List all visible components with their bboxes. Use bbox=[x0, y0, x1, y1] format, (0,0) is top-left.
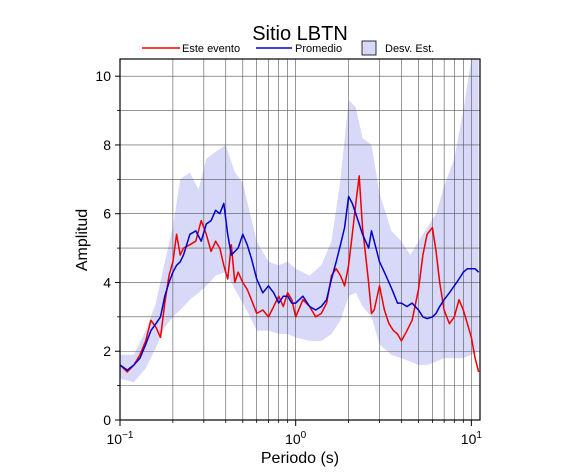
legend-label-este-evento: Este evento bbox=[182, 43, 240, 55]
y-tick-label: 8 bbox=[103, 137, 111, 153]
plot-frame bbox=[119, 58, 481, 421]
y-tick-label: 2 bbox=[103, 343, 111, 359]
x-axis-label: Periodo (s) bbox=[261, 450, 339, 467]
y-tick-label: 4 bbox=[103, 274, 111, 290]
std-dev-band bbox=[120, 59, 479, 383]
y-tick-label: 10 bbox=[95, 68, 111, 84]
legend: Este evento Promedio Desv. Est. bbox=[142, 40, 434, 56]
legend-label-desv-est: Desv. Est. bbox=[385, 43, 434, 55]
legend-swatch-desv-est bbox=[361, 40, 377, 56]
y-axis-label: Amplitud bbox=[74, 209, 91, 271]
chart-title: Sitio LBTN bbox=[252, 23, 348, 45]
y-tick-label: 0 bbox=[103, 412, 111, 428]
x-tick-label: 10−1 bbox=[107, 430, 134, 447]
legend-label-promedio: Promedio bbox=[295, 43, 342, 55]
series-line-promedio bbox=[119, 195, 480, 371]
x-tick-label: 100 bbox=[285, 430, 307, 447]
y-tick-label: 6 bbox=[103, 206, 111, 222]
x-tick-label: 101 bbox=[461, 430, 483, 447]
plot-area: 0 2 4 6 8 10 10−1 100 101 bbox=[95, 58, 483, 447]
